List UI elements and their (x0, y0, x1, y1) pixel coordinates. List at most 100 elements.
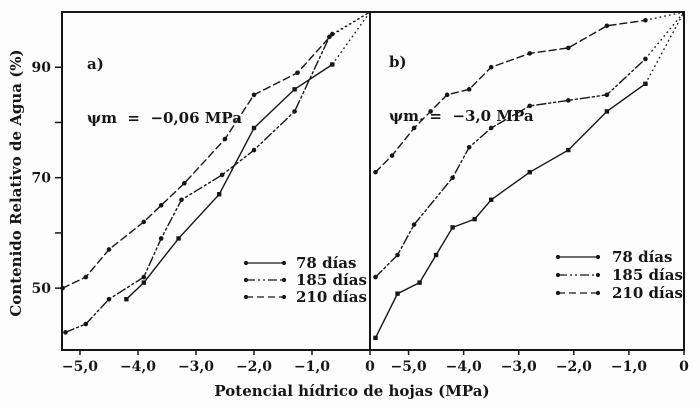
data-point-marker (141, 274, 147, 280)
legend-label: 185 días (296, 271, 367, 289)
data-point-marker (411, 222, 417, 227)
data-point-marker (216, 192, 222, 197)
legend-marker (555, 290, 561, 296)
data-point-marker (466, 145, 472, 150)
data-point-marker (643, 17, 648, 23)
data-point-marker (292, 87, 297, 92)
x-tick-label: −5,0 (62, 359, 98, 375)
data-point-marker (450, 225, 455, 230)
series-line-185-días (64, 36, 331, 333)
data-point-marker (488, 125, 494, 131)
data-point-marker (124, 296, 129, 302)
data-point-marker (604, 23, 610, 29)
data-point-marker (373, 274, 378, 280)
data-point-marker (417, 280, 422, 285)
data-point-marker (527, 51, 533, 56)
legend-marker (595, 290, 601, 296)
data-point-marker (411, 125, 417, 131)
data-point-marker (158, 203, 164, 208)
series-line-185-días (374, 58, 647, 278)
x-tick-label: −4,0 (446, 359, 482, 375)
legend-marker (243, 277, 249, 283)
data-point-marker (251, 92, 257, 98)
data-point-marker (158, 236, 164, 241)
data-point-marker (141, 219, 147, 225)
data-point-marker (179, 197, 184, 203)
x-axis-title: Potencial hídrico de hojas (MPa) (214, 382, 490, 400)
data-point-marker (176, 236, 181, 241)
data-point-marker (251, 125, 257, 131)
panel-a-annotation: a) ψm = −0,06 MPa (87, 19, 242, 163)
x-tick-label: 0 (365, 359, 375, 375)
series-dotted-tail (329, 11, 371, 38)
data-point-marker (488, 197, 494, 202)
x-tick-label: −2,0 (236, 359, 272, 375)
series-line-210-días (61, 33, 333, 289)
series-dotted-tail (645, 11, 685, 21)
y-tick-label: 90 (32, 60, 52, 76)
x-tick-label: 0 (679, 359, 689, 375)
data-point-marker (141, 280, 146, 285)
y-tick-label: 70 (32, 171, 52, 187)
data-point-marker (222, 136, 228, 142)
data-point-marker (63, 330, 68, 335)
panel-a-condition: ψm = −0,06 MPa (87, 109, 242, 127)
data-point-marker (444, 92, 450, 98)
legend-label: 210 días (296, 288, 367, 306)
legend-label: 78 días (296, 254, 356, 272)
data-point-marker (604, 109, 610, 114)
panel-b-annotation: b) ψm. = −3,0 MPa (389, 17, 534, 161)
x-tick-label: −1,0 (611, 359, 647, 375)
series-dotted-tail (644, 11, 685, 85)
data-point-marker (450, 175, 455, 180)
data-point-marker (433, 252, 439, 258)
legend-marker (243, 260, 249, 266)
data-point-marker (329, 31, 335, 37)
data-point-marker (83, 274, 89, 280)
legend-marker (595, 254, 601, 260)
series-dotted-tail (644, 11, 685, 60)
x-tick-label: −4,0 (120, 359, 156, 375)
panel-b-label: b) (389, 53, 407, 71)
data-point-marker (527, 169, 532, 175)
data-point-marker (604, 92, 610, 98)
legend-marker (555, 254, 561, 260)
legend-marker (281, 277, 287, 283)
legend-marker (281, 260, 287, 266)
data-point-marker (292, 109, 297, 114)
data-point-marker (251, 147, 257, 153)
y-tick-label: 50 (32, 281, 52, 297)
data-point-marker (566, 147, 571, 153)
data-point-marker (373, 169, 378, 175)
data-point-marker (389, 153, 395, 158)
y-axis-title: Contenido Relativo de Agua (%) (7, 49, 25, 317)
data-point-marker (643, 56, 648, 62)
data-point-marker (182, 180, 187, 186)
legend-label: 185 días (612, 266, 683, 284)
data-point-marker (106, 247, 112, 252)
legend-label: 78 días (612, 248, 672, 266)
data-point-marker (472, 216, 477, 222)
data-point-marker (373, 335, 378, 341)
data-point-marker (395, 291, 400, 296)
data-point-marker (295, 70, 300, 76)
legend-marker (595, 272, 601, 278)
x-tick-label: −1,0 (294, 359, 330, 375)
series-dotted-tail (331, 11, 371, 65)
panel-b-condition: ψm. = −3,0 MPa (389, 107, 534, 125)
legend-marker (555, 272, 561, 278)
panel-a-label: a) (87, 55, 104, 73)
panel-frame (369, 11, 685, 351)
data-point-marker (643, 81, 648, 86)
x-tick-label: −3,0 (501, 359, 537, 375)
x-tick-label: −3,0 (178, 359, 214, 375)
data-point-marker (106, 296, 112, 302)
legend-marker (243, 294, 249, 300)
x-tick-label: −2,0 (556, 359, 592, 375)
